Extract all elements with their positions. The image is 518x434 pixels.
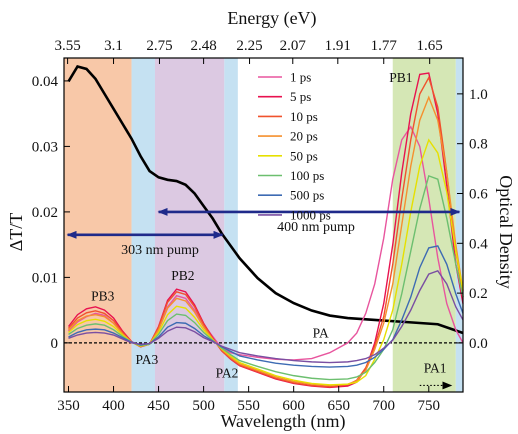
band-region-3 (224, 58, 238, 392)
legend-label-1: 5 ps (290, 89, 311, 104)
y-tick-label-4: 0.04 (32, 74, 59, 90)
x-tick-label-1: 400 (102, 398, 125, 414)
y2-tick-label-4: 0.8 (469, 137, 488, 153)
x-tick-label-0: 350 (57, 398, 80, 414)
y2-tick-label-1: 0.2 (469, 286, 488, 302)
legend: 1 ps 5 ps 10 ps 20 ps 50 ps 100 ps 500 ps 1000 … (258, 70, 331, 223)
y-tick-label-0: 0 (51, 336, 59, 352)
top-tick-label-5: 2.07 (280, 38, 307, 54)
top-tick-label-7: 1.77 (371, 38, 398, 54)
legend-label-2: 10 ps (290, 109, 318, 124)
pump-arrow-label-0: 303 nm pump (121, 243, 199, 258)
x-tick-label-2: 450 (147, 398, 170, 414)
legend-label-0: 1 ps (290, 70, 311, 85)
legend-label-7: 1000 ps (290, 207, 331, 222)
annotation-pa1: PA1 (424, 360, 447, 375)
x-tick-label-7: 700 (372, 398, 395, 414)
y-tick-label-1: 0.01 (32, 270, 58, 286)
y-tick-label-3: 0.03 (32, 139, 58, 155)
y2-axis-title: Optical Density (496, 175, 516, 288)
top-tick-label-3: 2.48 (190, 38, 216, 54)
top-tick-label-1: 3.1 (104, 38, 123, 54)
legend-label-3: 20 ps (290, 129, 318, 144)
legend-label-5: 100 ps (290, 168, 324, 183)
annotation-pa: PA (313, 326, 329, 341)
y-axis-title: ΔT/T (6, 213, 26, 252)
annotation-pb3: PB3 (91, 288, 115, 303)
y2-tick-label-0: 0.0 (469, 336, 488, 352)
y2-tick-label-5: 1.0 (469, 87, 488, 103)
y2-tick-label-3: 0.6 (469, 186, 488, 202)
x-tick-label-3: 500 (192, 398, 215, 414)
top-tick-label-2: 2.75 (146, 38, 172, 54)
background-regions (64, 58, 463, 392)
top-tick-label-4: 2.25 (236, 38, 262, 54)
annotation-pb1: PB1 (389, 70, 412, 85)
annotation-pa2: PA2 (216, 366, 239, 381)
y-tick-label-2: 0.02 (32, 205, 58, 221)
top-tick-label-8: 1.65 (417, 38, 443, 54)
legend-label-4: 50 ps (290, 148, 318, 163)
band-region-0 (64, 58, 132, 392)
top-tick-label-0: 3.55 (54, 38, 80, 54)
annotation-pa3: PA3 (135, 352, 158, 367)
top-tick-label-6: 1.91 (325, 38, 351, 54)
top-axis-title: Energy (eV) (227, 8, 316, 29)
x-axis-title: Wavelength (nm) (220, 411, 345, 432)
y2-tick-label-2: 0.4 (469, 236, 488, 252)
legend-label-6: 500 ps (290, 188, 324, 203)
annotation-pb2: PB2 (171, 268, 194, 283)
x-tick-label-8: 750 (418, 398, 441, 414)
